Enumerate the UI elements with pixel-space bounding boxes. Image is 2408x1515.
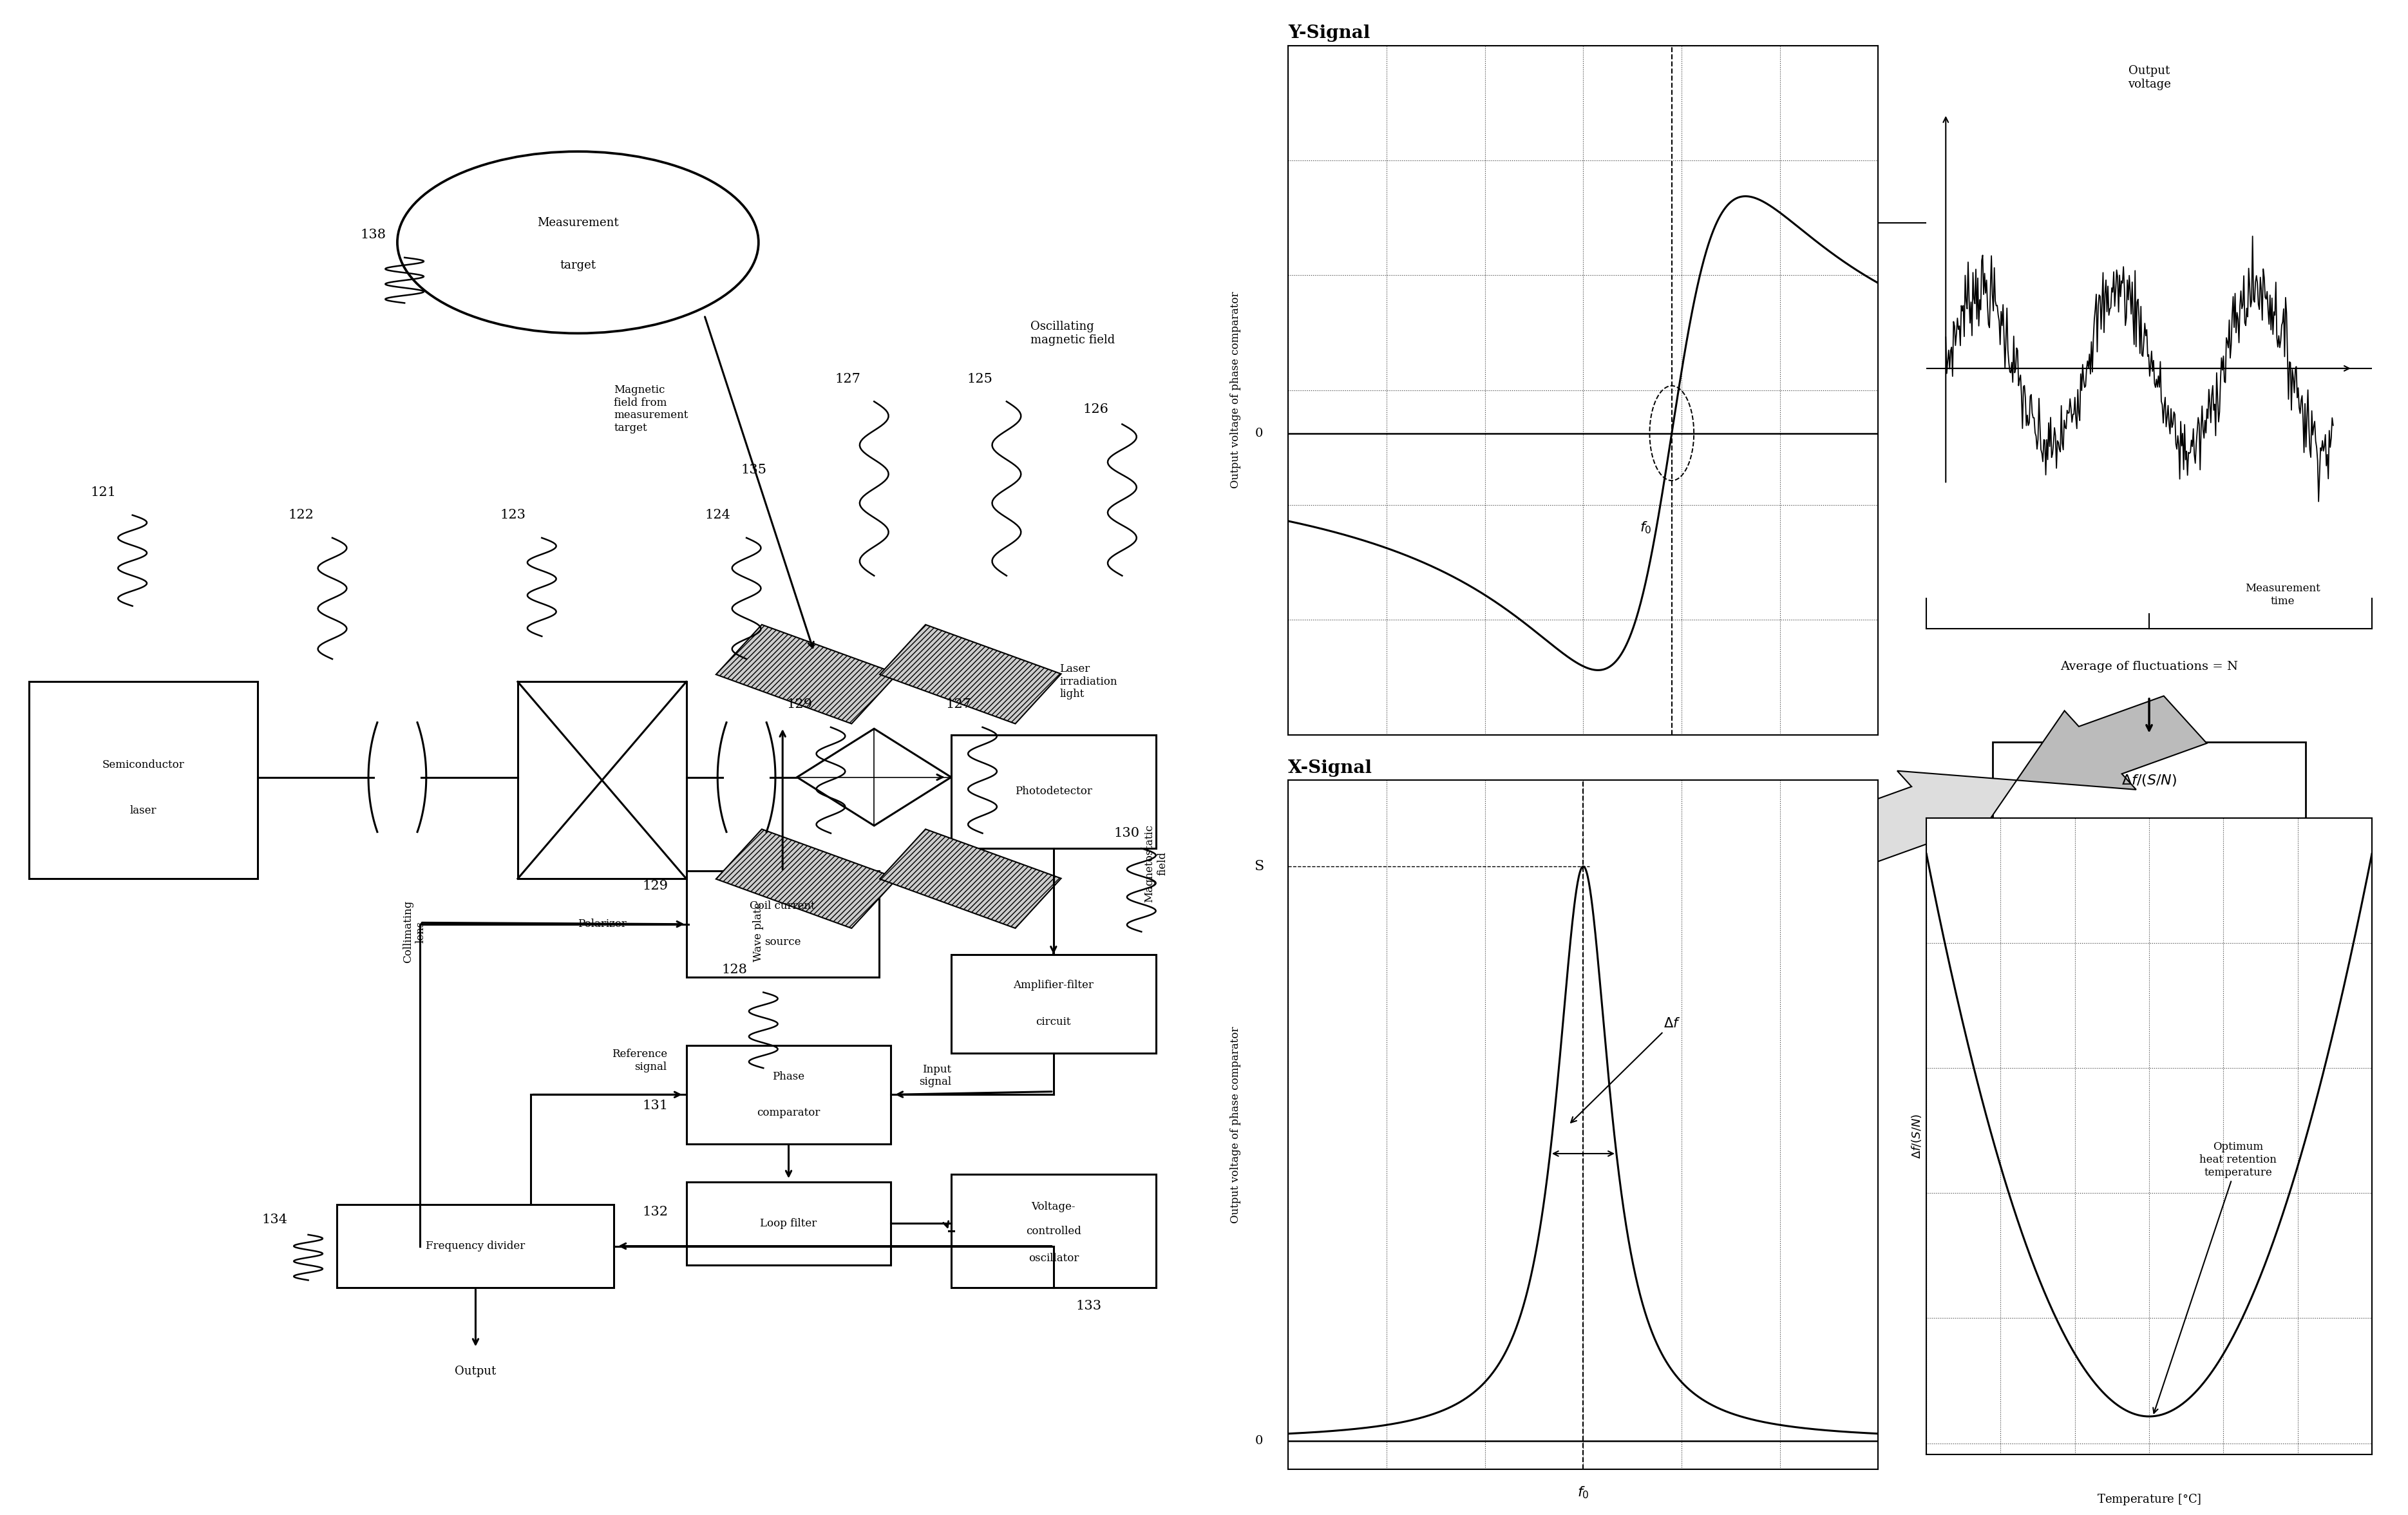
- Text: Coil current: Coil current: [749, 900, 816, 912]
- Text: controlled: controlled: [1026, 1226, 1081, 1236]
- Text: $\Delta f/(S/N)$: $\Delta f/(S/N)$: [2121, 773, 2177, 788]
- Text: X-Signal: X-Signal: [1288, 759, 1373, 777]
- Text: 129: 129: [643, 880, 667, 892]
- Text: Y-Signal: Y-Signal: [1288, 24, 1370, 42]
- Text: 125: 125: [968, 373, 992, 385]
- Text: Collimating
lens: Collimating lens: [402, 900, 426, 964]
- Text: Oscillating
magnetic field: Oscillating magnetic field: [1031, 321, 1115, 345]
- Bar: [1994, 742, 2307, 818]
- Y-axis label: $\Delta f/(S/N)$: $\Delta f/(S/N)$: [1910, 1114, 1924, 1159]
- Text: Average of fluctuations = N: Average of fluctuations = N: [2061, 661, 2237, 673]
- Text: 131: 131: [643, 1100, 667, 1112]
- Y-axis label: Output voltage of phase comparator: Output voltage of phase comparator: [1230, 1027, 1240, 1223]
- Text: 122: 122: [289, 509, 313, 521]
- Text: Semiconductor: Semiconductor: [101, 759, 185, 771]
- Text: 132: 132: [643, 1206, 667, 1218]
- Text: S: S: [1255, 859, 1264, 874]
- Text: 133: 133: [1076, 1300, 1100, 1312]
- Text: 129: 129: [787, 698, 811, 711]
- Text: Reference
signal: Reference signal: [612, 1048, 667, 1073]
- Bar: [337, 1204, 614, 1288]
- Bar: [951, 735, 1156, 848]
- Text: Voltage-: Voltage-: [1031, 1201, 1076, 1212]
- Text: 124: 124: [706, 509, 730, 521]
- Text: 0: 0: [1255, 1435, 1262, 1447]
- Text: oscillator: oscillator: [1028, 1253, 1079, 1264]
- Polygon shape: [879, 829, 1062, 929]
- Y-axis label: Output voltage of phase comparator: Output voltage of phase comparator: [1230, 292, 1240, 488]
- Text: Phase: Phase: [773, 1071, 804, 1082]
- Text: Magnetic
field from
measurement
target: Magnetic field from measurement target: [614, 385, 689, 433]
- Text: $f_0$: $f_0$: [1640, 520, 1652, 536]
- X-axis label: Measurement
time: Measurement time: [2244, 583, 2321, 606]
- Text: 134: 134: [262, 1214, 287, 1226]
- Text: source: source: [763, 936, 802, 948]
- X-axis label: Temperature [$\degree$C]: Temperature [$\degree$C]: [2097, 1492, 2201, 1507]
- Text: 135: 135: [742, 464, 766, 476]
- Text: 127: 127: [836, 373, 860, 385]
- Text: $\Delta f$: $\Delta f$: [1570, 1017, 1681, 1123]
- Text: 127: 127: [946, 698, 970, 711]
- Bar: [518, 682, 686, 879]
- Bar: [686, 871, 879, 977]
- Text: Polarizer: Polarizer: [578, 918, 626, 930]
- Text: 130: 130: [1115, 827, 1139, 839]
- Text: 128: 128: [722, 964, 746, 976]
- Polygon shape: [715, 829, 898, 929]
- Text: Output: Output: [455, 1365, 496, 1377]
- Text: Frequency divider: Frequency divider: [426, 1241, 525, 1251]
- Text: 138: 138: [361, 229, 385, 241]
- Text: $f_0$: $f_0$: [1577, 1485, 1589, 1500]
- Polygon shape: [797, 729, 951, 826]
- Text: laser: laser: [130, 804, 157, 817]
- Text: target: target: [561, 259, 595, 271]
- Text: 121: 121: [92, 486, 116, 498]
- X-axis label: RF magnetic field frequency: RF magnetic field frequency: [1500, 783, 1666, 795]
- Text: Wave plate: Wave plate: [754, 901, 763, 962]
- Text: 0: 0: [1255, 427, 1262, 439]
- Text: 123: 123: [501, 509, 525, 521]
- Polygon shape: [715, 624, 898, 724]
- Text: Measurement: Measurement: [537, 217, 619, 229]
- Polygon shape: [879, 624, 1062, 724]
- Text: comparator: comparator: [756, 1107, 821, 1118]
- Text: 126: 126: [1084, 403, 1108, 415]
- Bar: [686, 1045, 891, 1144]
- Text: Loop filter: Loop filter: [761, 1218, 816, 1229]
- Text: Magnetostatic
field: Magnetostatic field: [1144, 824, 1168, 903]
- Bar: [29, 682, 258, 879]
- Bar: [686, 1182, 891, 1265]
- Polygon shape: [1828, 771, 2018, 865]
- Text: Optimum
heat retention
temperature: Optimum heat retention temperature: [2153, 1142, 2278, 1413]
- Text: circuit: circuit: [1035, 1017, 1072, 1027]
- Polygon shape: [2018, 695, 2206, 789]
- Title: Output
voltage: Output voltage: [2129, 65, 2170, 89]
- Text: Amplifier-filter: Amplifier-filter: [1014, 980, 1093, 991]
- Text: Photodetector: Photodetector: [1014, 786, 1093, 797]
- Bar: [951, 1174, 1156, 1288]
- Bar: [951, 954, 1156, 1053]
- Text: Input
signal: Input signal: [920, 1064, 951, 1088]
- Text: Laser
irradiation
light: Laser irradiation light: [1060, 664, 1117, 700]
